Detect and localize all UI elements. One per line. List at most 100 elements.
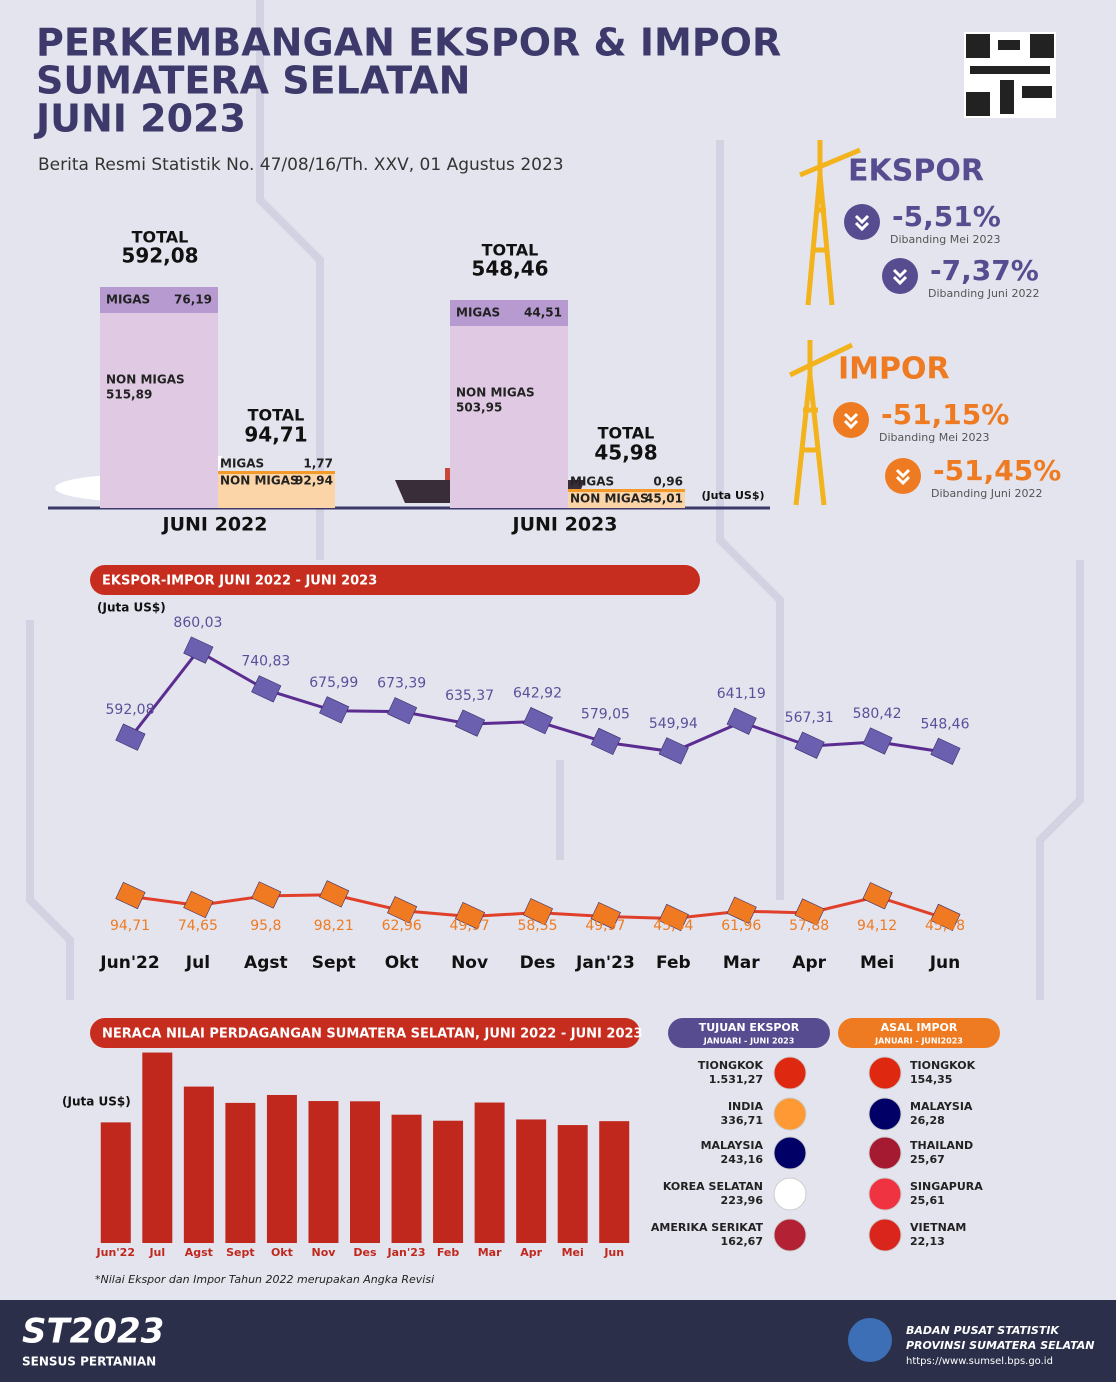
x-tick-label: Jun	[603, 1246, 624, 1259]
container-marker	[590, 727, 621, 756]
value-label: 592,08	[106, 702, 155, 718]
value-label: 580,42	[853, 706, 902, 722]
period-label: JUNI 2023	[511, 514, 618, 536]
change-arrow	[892, 268, 908, 286]
x-tick-label: Jan'23	[387, 1246, 426, 1259]
value-label: 675,99	[309, 675, 358, 691]
impor-migas-box	[568, 489, 685, 492]
container-marker	[387, 896, 418, 924]
ekspor-nonmigas-box	[100, 287, 218, 508]
value-label: 641,19	[717, 686, 766, 702]
qr-block	[998, 40, 1020, 50]
container-marker	[862, 727, 893, 755]
footer-region: PROVINSI SUMATERA SELATAN	[906, 1339, 1095, 1352]
migas-label: MIGAS	[220, 457, 264, 471]
change-arrow	[895, 468, 911, 486]
bar	[100, 1122, 131, 1243]
crane	[799, 140, 861, 306]
x-tick-label: Mar	[723, 953, 760, 973]
container-marker	[251, 881, 282, 909]
migas-label: MIGAS	[106, 293, 150, 307]
change-note: Dibanding Juni 2022	[931, 487, 1042, 500]
migas-label: MIGAS	[456, 306, 500, 320]
container-marker	[930, 737, 961, 765]
x-tick-label: Mar	[478, 1246, 502, 1259]
ekspor-migas-box	[450, 300, 568, 326]
value-label: 45,98	[925, 918, 965, 934]
title-line: SUMATERA SELATAN	[36, 59, 470, 103]
partner-title: ASAL IMPOR	[881, 1021, 958, 1034]
circuit-line	[256, 0, 324, 560]
country-name: VIETNAM	[910, 1221, 966, 1234]
change-note: Dibanding Mei 2023	[879, 431, 990, 444]
x-tick-label: Nov	[451, 953, 488, 973]
country-name: TIONGKOK	[698, 1059, 764, 1072]
country-value: 154,35	[910, 1073, 952, 1086]
total-label: TOTAL	[482, 241, 539, 260]
change-note: Dibanding Juni 2022	[928, 287, 1039, 300]
container-marker	[319, 880, 350, 908]
container-marker	[319, 696, 350, 724]
change-value: -7,37%	[930, 254, 1039, 287]
nonmigas-label: NON MIGAS	[570, 492, 649, 506]
title-line: PERKEMBANGAN EKSPOR & IMPOR	[36, 21, 781, 65]
x-tick-label: Jun	[929, 953, 961, 973]
value-label: 62,96	[382, 918, 422, 934]
circuit-decoration	[26, 0, 1084, 1000]
impor-nonmigas-box	[568, 489, 685, 508]
x-tick-label: Des	[353, 1246, 377, 1259]
x-tick-label: Mei	[860, 953, 894, 973]
x-tick-label: Okt	[385, 953, 419, 973]
cranes	[788, 140, 861, 506]
value-label: 673,39	[377, 676, 426, 692]
ekspor-nonmigas: 503,95	[456, 401, 502, 415]
value-label: 860,03	[173, 615, 222, 631]
value-label: 57,88	[789, 918, 829, 934]
bar	[142, 1052, 173, 1243]
country-value: 336,71	[721, 1114, 763, 1127]
country-name: SINGAPURA	[910, 1180, 983, 1193]
x-tick-label: Des	[520, 953, 556, 973]
impor-migas: 1,77	[303, 457, 333, 471]
flag	[773, 1136, 807, 1170]
flag	[868, 1218, 902, 1252]
container-marker	[183, 890, 214, 919]
qr-block	[1030, 34, 1054, 58]
value-label: 94,71	[110, 918, 150, 934]
x-tick-label: Okt	[271, 1246, 293, 1259]
impor-total: 45,98	[594, 441, 657, 465]
value-label: 635,37	[445, 688, 494, 704]
value-label: 61,96	[721, 918, 761, 934]
country-name: AMERIKA SERIKAT	[651, 1221, 764, 1234]
subtitle: Berita Resmi Statistik No. 47/08/16/Th. …	[38, 155, 564, 175]
x-tick-label: Feb	[656, 953, 691, 973]
flag	[868, 1056, 902, 1090]
impor-nonmigas: 92,94	[295, 474, 333, 488]
circuit-line	[1036, 560, 1084, 1000]
ekspor-migas: 44,51	[524, 306, 562, 320]
flag	[868, 1177, 902, 1211]
y-axis-label: (Juta US$)	[97, 601, 166, 615]
container-marker	[794, 731, 825, 759]
container-marker	[183, 636, 214, 664]
value-label: 642,92	[513, 686, 562, 702]
flag	[868, 1136, 902, 1170]
chart-title: NERACA NILAI PERDAGANGAN SUMATERA SELATA…	[102, 1027, 643, 1042]
bps-logo	[848, 1318, 892, 1362]
country-value: 1.531,27	[709, 1073, 763, 1086]
container-marker	[454, 709, 486, 737]
partner-pill	[668, 1018, 830, 1048]
impor-migas-box	[218, 471, 335, 474]
x-tick-label: Agst	[244, 953, 288, 973]
change-value: -51,15%	[881, 398, 1009, 431]
country-name: TIONGKOK	[910, 1059, 976, 1072]
container-marker	[726, 896, 757, 924]
value-label: 45,64	[653, 918, 693, 934]
value-label: 548,46	[921, 716, 970, 732]
title-line: JUNI 2023	[33, 97, 246, 141]
country-name: INDIA	[728, 1100, 764, 1113]
country-name: MALAYSIA	[701, 1139, 764, 1152]
country-name: THAILAND	[910, 1139, 973, 1152]
nonmigas-label: NON MIGAS	[456, 386, 535, 400]
container-marker	[658, 737, 689, 765]
